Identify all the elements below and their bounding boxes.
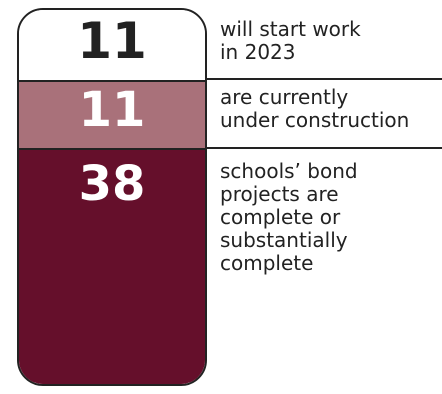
segment-value-1: 11 (77, 12, 147, 70)
bar-segment-2: 11 (19, 80, 205, 148)
label-line: schools’ bond (220, 159, 358, 183)
label-line: complete or (220, 205, 341, 229)
segment-divider-1 (207, 78, 442, 80)
segment-label-3: schools’ bond projects are complete or subs… (220, 160, 358, 275)
segment-value-3: 38 (78, 156, 146, 212)
label-line: will start work (220, 17, 361, 41)
segment-label-1: will start work in 2023 (220, 18, 361, 64)
label-line: projects are (220, 182, 339, 206)
stacked-bar: 11 11 38 (17, 8, 207, 386)
label-line: in 2023 (220, 40, 296, 64)
label-line: are currently (220, 85, 349, 109)
segment-divider-2 (207, 147, 442, 149)
bar-segment-3: 38 (19, 148, 205, 384)
segment-value-2: 11 (78, 82, 146, 138)
label-line: substantially (220, 228, 348, 252)
segment-label-2: are currently under construction (220, 86, 409, 132)
bar-segment-1: 11 (19, 10, 205, 80)
label-line: complete (220, 251, 314, 275)
label-line: under construction (220, 108, 410, 132)
